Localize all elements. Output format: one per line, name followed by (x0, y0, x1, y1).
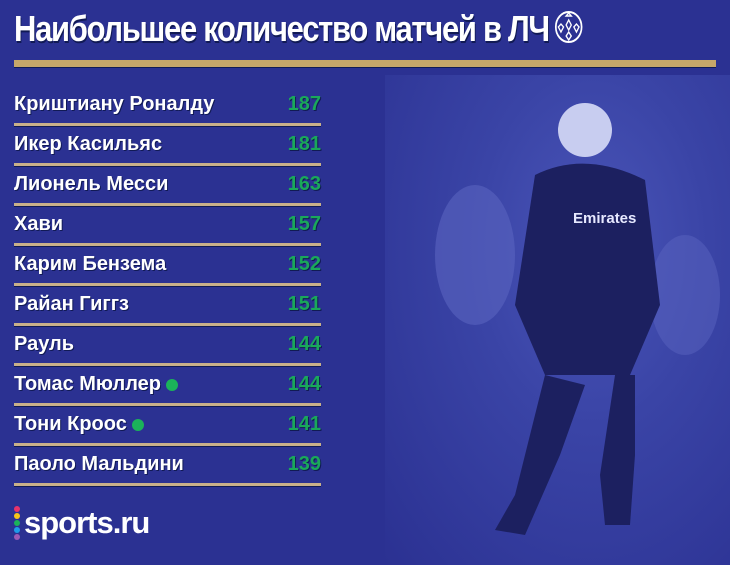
row-divider (14, 443, 321, 446)
table-row: Лионель Месси 163 (14, 166, 321, 206)
table-row: Паоло Мальдини 139 (14, 446, 321, 486)
player-name: Рауль (14, 333, 75, 355)
table-row: Карим Бензема 152 (14, 246, 321, 286)
active-player-dot-icon (131, 418, 144, 431)
page-title: Наибольшее количество матчей в ЛЧ (14, 8, 583, 53)
row-divider (14, 483, 321, 486)
player-name: Карим Бензема (14, 253, 167, 275)
matches-count: 144 (287, 333, 321, 355)
row-divider (14, 243, 321, 246)
player-name: Томас Мюллер (14, 373, 161, 395)
logo-text: sports.ru (24, 505, 150, 540)
row-divider (14, 283, 321, 286)
appearances-table: Криштиану Роналду 187 Икер Касильяс 181 Ли… (14, 86, 321, 486)
row-divider (14, 403, 321, 406)
matches-count: 181 (287, 133, 321, 155)
row-divider (14, 203, 321, 206)
player-photo: Emirates (385, 75, 730, 565)
player-name: Криштиану Роналду (14, 93, 215, 115)
matches-count: 141 (287, 413, 321, 435)
player-name: Хави (14, 213, 64, 235)
active-player-dot-icon (165, 378, 178, 391)
table-row: Хави 157 (14, 206, 321, 246)
player-name-cell: Тони Кроос (14, 413, 144, 436)
row-divider (14, 123, 321, 126)
player-name-cell: Томас Мюллер (14, 373, 178, 396)
table-row: Райан Гиггз 151 (14, 286, 321, 326)
title-divider (14, 60, 716, 67)
matches-count: 163 (287, 173, 321, 195)
title-text: Наибольшее количество матчей в ЛЧ (14, 8, 550, 49)
sports-ru-logo: sports.ru (14, 505, 150, 541)
matches-count: 152 (287, 253, 321, 275)
row-divider (14, 363, 321, 366)
table-row: Томас Мюллер 144 (14, 366, 321, 406)
svg-text:Emirates: Emirates (573, 210, 636, 227)
matches-count: 157 (287, 213, 321, 235)
player-name: Тони Кроос (14, 413, 127, 435)
matches-count: 151 (287, 293, 321, 315)
row-divider (14, 163, 321, 166)
player-name: Паоло Мальдини (14, 453, 184, 475)
table-row: Икер Касильяс 181 (14, 126, 321, 166)
matches-count: 187 (287, 93, 321, 115)
table-row: Тони Кроос 141 (14, 406, 321, 446)
player-name: Лионель Месси (14, 173, 169, 195)
matches-count: 139 (287, 453, 321, 475)
player-name: Икер Касильяс (14, 133, 163, 155)
player-name: Райан Гиггз (14, 293, 129, 315)
champions-league-ball-icon (554, 10, 583, 53)
logo-dots-icon (14, 506, 20, 540)
table-row: Криштиану Роналду 187 (14, 86, 321, 126)
row-divider (14, 323, 321, 326)
table-row: Рауль 144 (14, 326, 321, 366)
matches-count: 144 (287, 373, 321, 395)
